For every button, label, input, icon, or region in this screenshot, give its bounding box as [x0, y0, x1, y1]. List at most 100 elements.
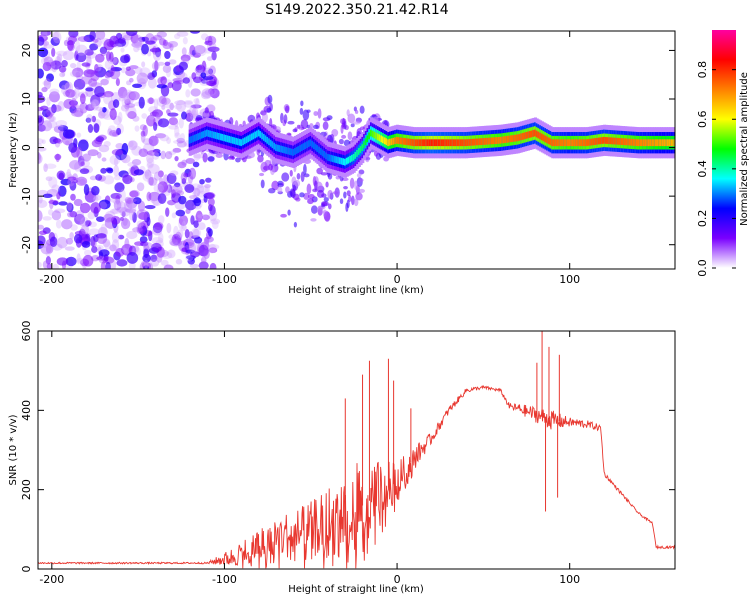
noise-blob — [110, 64, 115, 77]
noise-blob — [61, 60, 68, 68]
noise-blob — [192, 161, 200, 168]
noise-blob — [104, 241, 112, 250]
noise-blob — [114, 202, 123, 208]
ridge-cell — [223, 134, 227, 142]
scatter-blob — [296, 124, 301, 129]
ridge-cell — [485, 137, 489, 145]
noise-blob — [87, 124, 94, 133]
noise-blob — [158, 249, 169, 258]
spectrogram-xlabel: Height of straight line (km) — [288, 285, 424, 296]
ridge-cell — [641, 139, 645, 147]
scatter-blob — [358, 169, 365, 175]
noise-blob — [75, 44, 88, 56]
noise-blob — [79, 168, 90, 175]
noise-blob — [152, 151, 160, 160]
noise-blob — [42, 80, 50, 86]
noise-blob — [111, 231, 120, 243]
noise-blob — [49, 236, 58, 248]
noise-blob — [92, 196, 99, 203]
noise-blob — [156, 252, 163, 263]
ridge-cell — [458, 139, 462, 147]
noise-blob — [126, 252, 139, 264]
ridge-cell — [414, 139, 418, 147]
noise-blob — [38, 151, 41, 161]
noise-blob — [175, 79, 185, 85]
noise-blob — [38, 199, 48, 208]
noise-blob — [94, 64, 102, 72]
noise-blob — [138, 96, 145, 109]
noise-blob — [201, 33, 209, 41]
scatter-blob — [316, 189, 325, 198]
scatter-blob — [296, 173, 301, 180]
noise-blob — [95, 136, 105, 143]
ridge-cell — [492, 137, 496, 145]
noise-blob — [58, 65, 67, 73]
noise-blob — [58, 80, 70, 90]
noise-blob — [168, 117, 178, 126]
scatter-blob — [258, 172, 265, 177]
noise-blob — [199, 178, 205, 185]
noise-blob — [41, 120, 53, 132]
ridge-cell — [654, 139, 658, 147]
noise-blob — [126, 230, 138, 240]
scatter-blob — [313, 111, 319, 116]
ridge-cell — [516, 134, 520, 142]
ridge-cell — [256, 130, 260, 138]
y-tick-label: 0 — [20, 566, 33, 573]
noise-blob — [117, 86, 128, 99]
noise-blob — [82, 153, 91, 162]
noise-blob — [204, 40, 213, 46]
noise-blob — [138, 148, 149, 157]
noise-blob — [122, 174, 133, 185]
ridge-cell — [445, 139, 449, 147]
noise-blob — [190, 104, 202, 109]
noise-blob — [88, 228, 100, 236]
ridge-cell — [463, 139, 467, 147]
ridge-cell — [278, 145, 282, 152]
noise-blob — [123, 200, 133, 213]
ridge-cell — [502, 136, 506, 144]
noise-blob — [172, 77, 184, 83]
ridge-cell — [281, 146, 285, 153]
ridge-cell — [444, 139, 448, 147]
noise-blob — [85, 87, 94, 92]
noise-blob — [193, 220, 199, 228]
noise-blob — [189, 31, 201, 34]
noise-blob — [92, 240, 97, 248]
noise-blob — [54, 208, 66, 214]
noise-blob — [175, 99, 187, 112]
noise-blob — [205, 177, 212, 183]
noise-blob — [129, 92, 139, 100]
noise-blob — [207, 243, 217, 254]
ridge-cell — [325, 152, 329, 160]
snr-xlabel: Height of straight line (km) — [288, 584, 424, 595]
ridge-cell — [613, 137, 617, 145]
noise-blob — [190, 170, 196, 177]
noise-blob — [102, 256, 115, 264]
ridge-cell — [406, 138, 410, 146]
noise-blob — [75, 210, 85, 222]
ridge-cell — [599, 137, 603, 145]
noise-blob — [125, 103, 136, 108]
noise-blob — [191, 72, 197, 80]
ridge-cell — [269, 139, 273, 147]
scatter-blob — [323, 197, 329, 202]
noise-blob — [113, 199, 122, 211]
noise-blob — [146, 216, 151, 227]
noise-blob — [185, 249, 196, 254]
ridge-cell — [447, 139, 451, 147]
ridge-cell — [313, 142, 317, 150]
noise-blob — [141, 36, 150, 42]
noise-blob — [173, 139, 184, 145]
scatter-blob — [287, 209, 291, 216]
ridge-cell — [363, 141, 367, 149]
noise-blob — [174, 125, 180, 137]
ridge-cell — [552, 139, 556, 147]
noise-blob — [112, 199, 123, 205]
ridge-cell — [275, 144, 279, 151]
noise-blob — [40, 242, 52, 255]
noise-blob — [128, 77, 134, 83]
noise-blob — [95, 53, 105, 63]
noise-blob — [101, 157, 107, 162]
